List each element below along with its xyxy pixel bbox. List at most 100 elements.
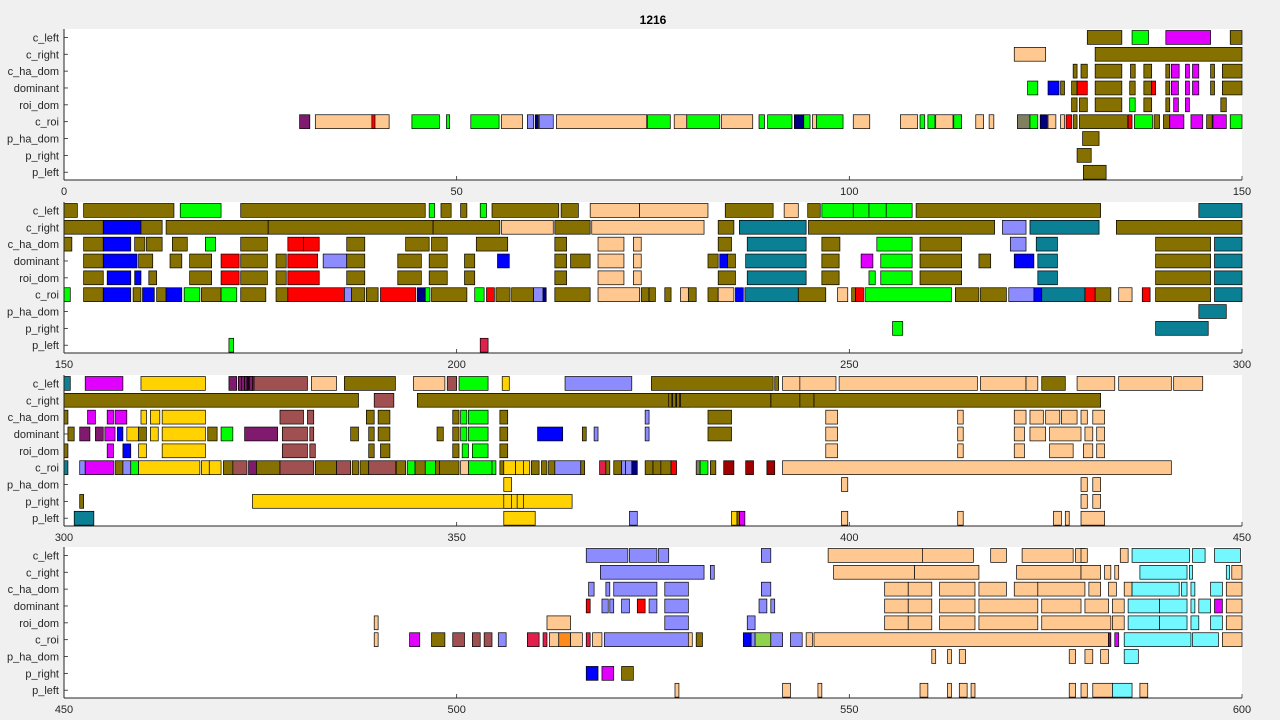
segment-c_right: [1094, 46, 1243, 62]
segment-dominant: [464, 253, 476, 269]
segment-c_ha_dom: [499, 409, 509, 425]
segment-c_roi: [687, 632, 693, 647]
y-tick-label: p_left: [32, 513, 59, 525]
segment-c_ha_dom: [1092, 409, 1105, 425]
segment-c_roi: [1169, 114, 1185, 129]
segment-c_roi: [248, 460, 257, 475]
segment-c_roi: [395, 460, 406, 475]
segment-c_roi: [953, 114, 962, 129]
y-tick-label: c_ha_dom: [8, 66, 59, 78]
segment-dominant: [95, 426, 104, 442]
segment-c_roi: [1033, 287, 1043, 302]
segment-dominant: [1041, 598, 1082, 614]
segment-c_right: [813, 393, 1101, 408]
segment-c_roi: [707, 287, 719, 302]
segment-c_roi: [470, 114, 500, 129]
segment-c_roi: [599, 460, 607, 475]
segment-c_ha_dom: [431, 236, 448, 252]
segment-roi_dom: [664, 615, 689, 631]
segment-c_left: [1025, 376, 1039, 391]
segment-p_ha_dom: [1082, 131, 1100, 146]
y-tick-label: p_left: [32, 340, 59, 352]
segment-c_roi: [486, 287, 495, 302]
segment-roi_dom: [397, 270, 422, 286]
segment-dominant: [1143, 80, 1153, 96]
segment-c_roi: [744, 287, 799, 302]
segment-p_ha_dom: [947, 649, 952, 664]
segment-roi_dom: [309, 443, 316, 459]
segment-p_left: [817, 682, 823, 698]
segment-c_roi: [900, 114, 919, 129]
segment-p_left: [947, 682, 952, 698]
segment-p_right: [621, 666, 634, 681]
segment-dominant: [707, 253, 719, 269]
segment-dominant: [1076, 80, 1088, 96]
segment-c_roi: [1214, 287, 1243, 302]
segment-p_ha_dom: [1100, 649, 1109, 664]
segment-c_ha_dom: [907, 581, 933, 597]
segment-c_roi: [797, 287, 827, 302]
segment-c_ha_dom: [1214, 236, 1243, 252]
segment-dominant: [452, 426, 460, 442]
segment-roi_dom: [746, 615, 756, 631]
segment-c_roi: [1163, 114, 1171, 129]
segment-dominant: [1214, 253, 1243, 269]
segment-p_ha_dom: [1068, 649, 1076, 664]
segment-roi_dom: [1143, 97, 1153, 113]
segment-c_right: [680, 393, 772, 408]
segment-c_roi: [585, 632, 591, 647]
segment-c_roi: [695, 632, 703, 647]
segment-c_roi: [558, 632, 571, 647]
segment-c_ha_dom: [1225, 581, 1243, 597]
segment-p_ha_dom: [503, 477, 512, 492]
segment-dominant: [1185, 80, 1190, 96]
y-tick-label: p_right: [25, 323, 59, 335]
segment-dominant: [104, 426, 116, 442]
segment-c_roi: [1072, 114, 1078, 129]
segment-c_ha_dom: [1192, 63, 1200, 79]
segment-roi_dom: [472, 443, 489, 459]
segment-c_roi: [424, 287, 431, 302]
segment-c_roi: [409, 632, 421, 647]
segment-roi_dom: [546, 615, 571, 631]
segment-p_left: [957, 510, 964, 526]
segment-c_roi: [84, 460, 114, 475]
segment-c_ha_dom: [1165, 63, 1171, 79]
segment-c_right: [1231, 564, 1243, 580]
segment-c_roi: [1155, 287, 1211, 302]
segment-roi_dom: [1096, 443, 1105, 459]
segment-dominant: [189, 253, 212, 269]
segment-dominant: [597, 253, 625, 269]
segment-c_right: [591, 220, 705, 235]
segment-roi_dom: [1173, 97, 1179, 113]
segment-p_right: [252, 494, 573, 509]
segment-dominant: [468, 426, 489, 442]
segment-c_roi: [720, 114, 754, 129]
segment-roi_dom: [868, 270, 876, 286]
segment-c_roi: [1229, 114, 1243, 129]
segment-dominant: [1084, 598, 1109, 614]
segment-c_roi: [717, 287, 735, 302]
segment-roi_dom: [1094, 97, 1123, 113]
segment-c_ha_dom: [87, 409, 96, 425]
segment-dominant: [126, 426, 139, 442]
segment-c_roi: [511, 287, 534, 302]
segment-p_left: [1139, 682, 1149, 698]
segment-c_ha_dom: [475, 236, 509, 252]
segment-c_roi: [1079, 114, 1128, 129]
segment-c_left: [1131, 548, 1190, 563]
segment-roi_dom: [106, 443, 114, 459]
segment-c_roi: [431, 632, 446, 647]
y-tick-label: c_ha_dom: [8, 239, 59, 251]
segment-c_left: [560, 203, 579, 218]
segment-c_ha_dom: [460, 409, 468, 425]
segment-c_roi: [156, 287, 167, 302]
segment-roi_dom: [83, 270, 104, 286]
segment-dominant: [1096, 426, 1105, 442]
segment-c_ha_dom: [1035, 236, 1058, 252]
segment-dominant: [585, 598, 591, 614]
segment-dominant: [138, 253, 154, 269]
segment-c_roi: [554, 287, 591, 302]
segment-c_roi: [183, 287, 201, 302]
segment-c_roi: [644, 460, 654, 475]
